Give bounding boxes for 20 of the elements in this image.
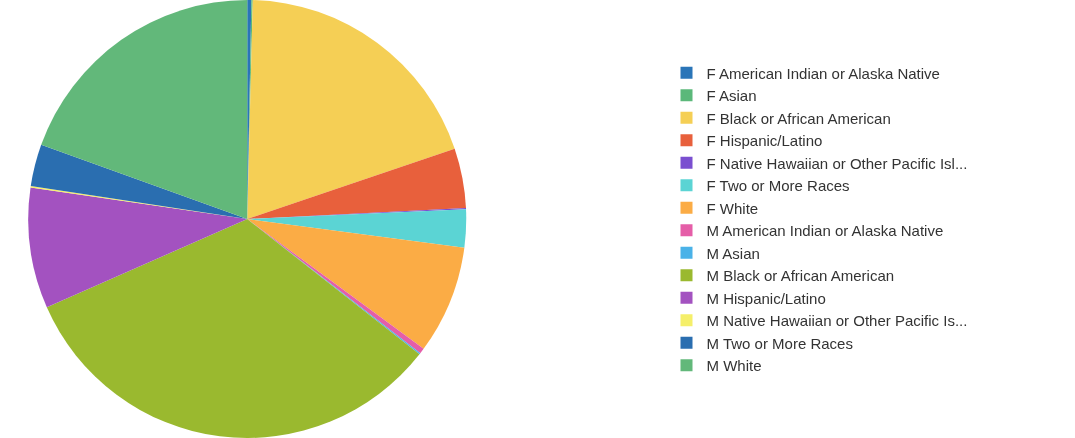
legend-label: F American Indian or Alaska Native: [706, 64, 940, 82]
legend-label: M Asian: [706, 244, 760, 262]
legend-label: F Black or African American: [706, 109, 891, 127]
legend-label: M White: [706, 357, 762, 375]
legend-label: F Native Hawaiian or Other Pacific Isl...: [706, 154, 968, 172]
legend-label: F Two or More Races: [706, 177, 850, 195]
legend-label: M Two or More Races: [706, 334, 853, 352]
legend-label: M Black or African American: [706, 267, 895, 285]
pie-slice: [247, 0, 455, 219]
pie-slice: [28, 187, 248, 308]
pie-slice: [247, 219, 465, 349]
pie-slice: [247, 148, 466, 219]
legend-label: F White: [706, 199, 759, 217]
legend-label: M Hispanic/Latino: [706, 289, 826, 307]
legend-label: F Asian: [706, 87, 757, 105]
pie-slice: [46, 219, 420, 438]
legend-label: M American Indian or Alaska Native: [706, 222, 944, 240]
legend-label: M Native Hawaiian or Other Pacific Is...: [706, 312, 968, 330]
pie-slice: [30, 144, 248, 219]
legend-label: F Hispanic/Latino: [706, 132, 823, 150]
